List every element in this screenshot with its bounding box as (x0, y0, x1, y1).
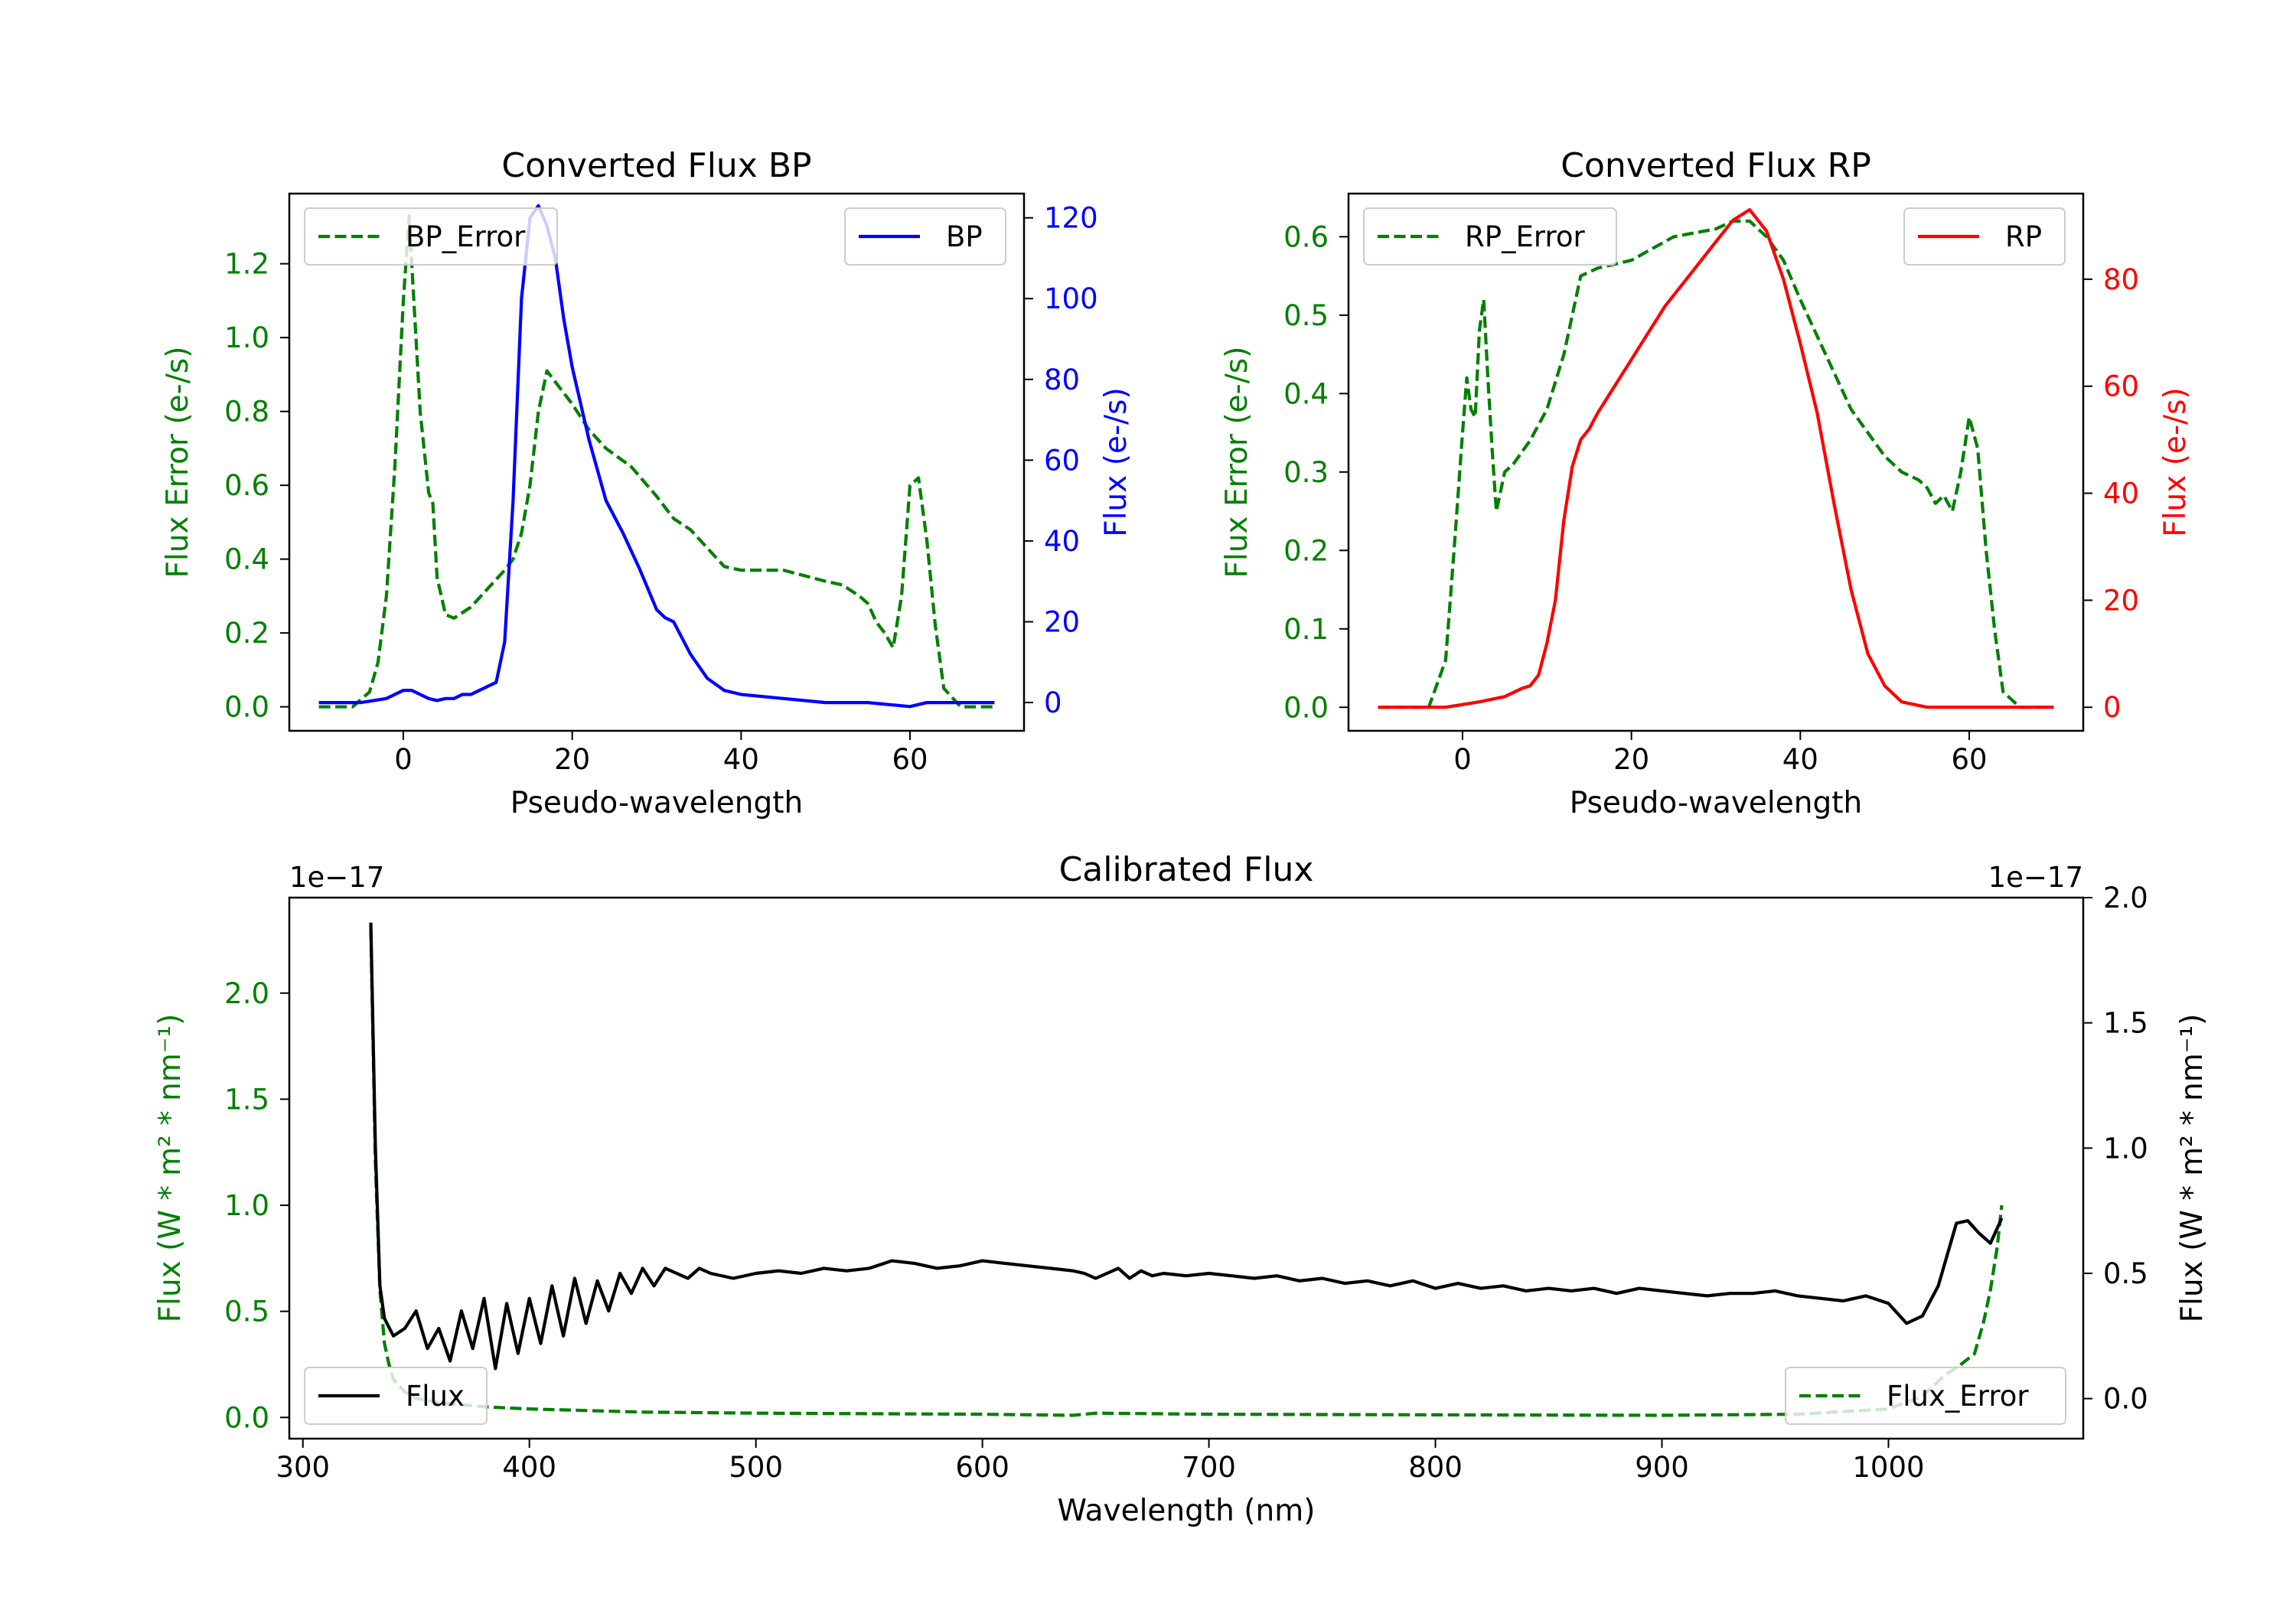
legend-box (304, 207, 558, 266)
series-rp (1378, 207, 2054, 709)
legend-box (1363, 207, 1617, 266)
x-axis-label: Pseudo-wavelength (1570, 786, 1862, 820)
y-right-tick-label: 20 (1044, 605, 1080, 638)
y-left-tick-label: 0.2 (224, 617, 269, 650)
y-left-tick-label: 0.5 (224, 1296, 269, 1328)
legend-label: Flux (406, 1380, 465, 1413)
x-tick-label: 700 (1182, 1451, 1236, 1484)
x-tick-label: 600 (955, 1451, 1009, 1484)
x-axis-label: Wavelength (nm) (1058, 1494, 1316, 1528)
legend-box (1785, 1367, 2066, 1425)
series-rp-error (1378, 219, 2054, 709)
y-left-tick-label: 0.0 (224, 691, 269, 724)
legend-bp-error: BP_Error (304, 207, 558, 266)
rp-panel: 0 20 40 60 0.0 0.1 0.2 0.3 0.4 0.5 0.6 0 20 40 60 80 Con… (1220, 146, 2193, 820)
plot-frame (288, 192, 1026, 732)
y-left-tick-label: 0.4 (224, 543, 269, 576)
offset-text-right: 1e−17 (1988, 861, 2083, 894)
chart-title: Converted Flux BP (501, 146, 811, 185)
legend-box (1903, 207, 2066, 266)
y-left-axis-label: Flux Error (e-/s) (161, 347, 195, 579)
offset-text-left: 1e−17 (289, 861, 384, 894)
legend-box (844, 207, 1006, 266)
y-right-tick-label: 120 (1044, 202, 1098, 235)
y-right-tick-label: 100 (1044, 282, 1098, 315)
x-tick-label: 0 (1453, 743, 1472, 776)
y-left-tick-label: 0.3 (1283, 456, 1329, 489)
y-right-tick-label: 20 (2103, 584, 2139, 617)
series-bp (318, 204, 995, 709)
y-left-tick-label: 1.5 (224, 1083, 269, 1116)
y-right-tick-label: 80 (2103, 263, 2139, 296)
x-tick-label: 20 (554, 743, 590, 776)
y-left-tick-label: 0.4 (1283, 377, 1329, 410)
legend-bp: BP (844, 207, 1006, 266)
y-left-tick-label: 1.0 (224, 321, 269, 354)
y-left-tick-label: 0.6 (224, 469, 269, 502)
y-right-axis-label: Flux (e-/s) (1099, 387, 1133, 536)
y-right-tick-label: 0.0 (2103, 1383, 2148, 1416)
legend-flux-error: Flux_Error (1785, 1367, 2066, 1425)
legend-label: Flux_Error (1887, 1380, 2029, 1413)
calibrated-panel: 300 400 500 600 700 800 900 1000 0.0 0.5 1.0 1.5 2.0… (153, 850, 2210, 1528)
legend-box (304, 1367, 488, 1425)
y-right-tick-label: 1.5 (2103, 1007, 2148, 1040)
x-tick-label: 300 (276, 1451, 330, 1484)
y-left-tick-label: 0.6 (1283, 220, 1329, 253)
y-left-tick-label: 2.0 (224, 977, 269, 1010)
x-tick-label: 20 (1613, 743, 1649, 776)
legend-label: BP_Error (406, 220, 526, 253)
x-tick-label: 500 (729, 1451, 783, 1484)
x-tick-label: 1000 (1852, 1451, 1924, 1484)
y-left-tick-label: 0.8 (224, 396, 269, 429)
series-flux-error (369, 929, 2004, 1417)
x-tick-label: 40 (1782, 743, 1818, 776)
legend-label: BP (946, 220, 983, 253)
legend-label: RP (2005, 220, 2042, 253)
x-tick-label: 900 (1635, 1451, 1689, 1484)
y-left-tick-label: 0.5 (1283, 299, 1329, 332)
legend-rp: RP (1903, 207, 2066, 266)
y-right-tick-label: 60 (1044, 444, 1080, 477)
y-right-tick-label: 0 (1044, 686, 1062, 719)
y-left-axis-label: Flux Error (e-/s) (1220, 347, 1254, 579)
x-tick-label: 60 (1951, 743, 1987, 776)
series-bp-error (318, 214, 995, 709)
legend-label: RP_Error (1465, 220, 1585, 253)
x-tick-label: 40 (723, 743, 759, 776)
y-right-tick-label: 1.0 (2103, 1132, 2148, 1165)
plot-frame (288, 896, 2085, 1440)
series-flux (369, 922, 2004, 1371)
chart-title: Calibrated Flux (1059, 850, 1314, 889)
legend-flux: Flux (304, 1367, 488, 1425)
y-right-axis-label: Flux (e-/s) (2158, 387, 2193, 536)
chart-title: Converted Flux RP (1561, 146, 1871, 185)
y-right-tick-label: 2.0 (2103, 882, 2148, 914)
y-right-tick-label: 0.5 (2103, 1257, 2148, 1290)
y-right-tick-label: 40 (1044, 525, 1080, 558)
y-right-tick-label: 0 (2103, 691, 2122, 724)
y-right-tick-label: 40 (2103, 478, 2139, 510)
bp-panel: 0 20 40 60 0.0 0.2 0.4 0.6 0.8 1.0 1.2 0 20 40 60 80 100… (161, 146, 1133, 820)
y-left-axis-label: Flux (W * m² * nm⁻¹) (153, 1014, 188, 1323)
y-right-axis-label: Flux (W * m² * nm⁻¹) (2175, 1014, 2210, 1323)
x-tick-label: 60 (892, 743, 928, 776)
y-right-tick-label: 80 (1044, 363, 1080, 396)
y-left-tick-label: 0.2 (1283, 534, 1329, 567)
y-left-tick-label: 1.0 (224, 1189, 269, 1222)
x-tick-label: 800 (1408, 1451, 1463, 1484)
y-left-tick-label: 0.1 (1283, 613, 1329, 646)
x-axis-label: Pseudo-wavelength (510, 786, 803, 820)
y-right-tick-label: 60 (2103, 370, 2139, 403)
legend-rp-error: RP_Error (1363, 207, 1617, 266)
x-tick-label: 0 (394, 743, 413, 776)
y-left-tick-label: 1.2 (224, 248, 269, 281)
plot-frame (1347, 192, 2085, 732)
x-tick-label: 400 (502, 1451, 556, 1484)
y-left-tick-label: 0.0 (224, 1401, 269, 1434)
y-left-tick-label: 0.0 (1283, 691, 1329, 724)
